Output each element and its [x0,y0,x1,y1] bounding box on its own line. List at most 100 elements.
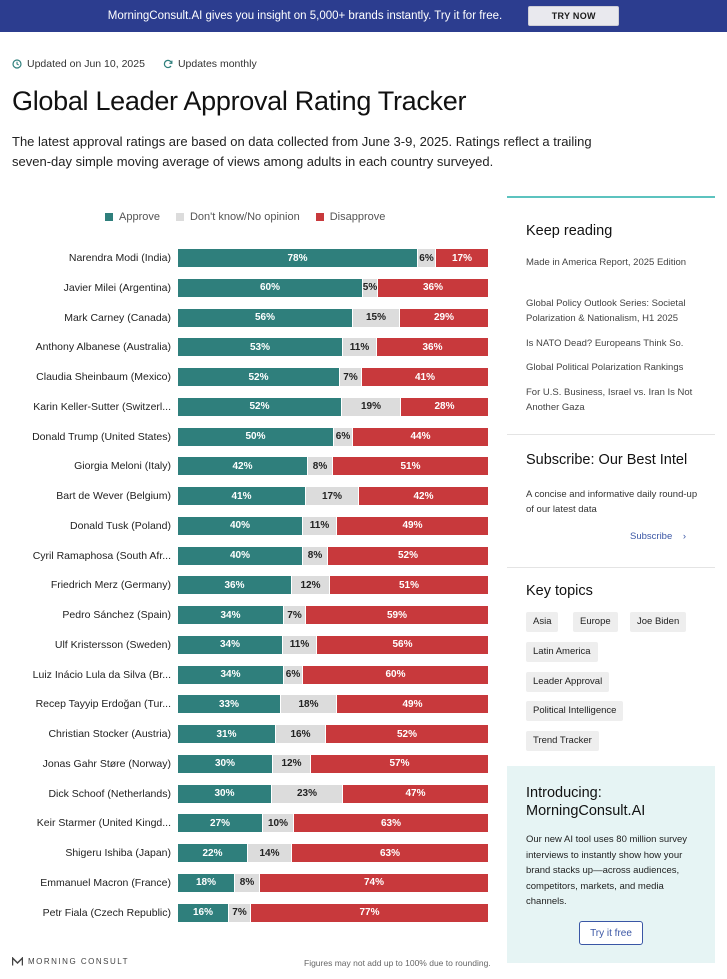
neutral-segment: 6% [417,249,435,267]
stacked-bar[interactable]: 53% 11% 36% [178,338,488,357]
chart-row: Pedro Sánchez (Spain) 34% 7% 59% [0,606,498,636]
chevron-right-icon: › [682,531,687,542]
keep-reading-link[interactable]: Global Policy Outlook Series: Societal P… [526,298,686,324]
morning-consult-logo[interactable]: MORNING CONSULT [12,957,129,966]
key-topics-title: Key topics [526,583,593,599]
chart-row: Karin Keller-Sutter (Switzerl... 52% 19% 28… [0,397,498,428]
leader-label: Ulf Kristersson (Sweden) [54,638,171,651]
stacked-bar[interactable]: 34% 7% 59% [178,606,488,624]
topic-tag[interactable]: Latin America [526,642,598,662]
disapprove-segment: 60% [302,665,488,684]
update-meta: Updated on Jun 10, 2025 Updates monthly [12,58,257,70]
stacked-bar[interactable]: 34% 11% 56% [178,635,488,654]
stacked-bar[interactable]: 56% 15% 29% [178,308,488,327]
logo-m-icon [12,957,23,966]
stacked-bar[interactable]: 30% 12% 57% [178,754,488,773]
update-frequency: Updates monthly [163,58,257,70]
subscribe-link[interactable]: Subscribe › [630,531,686,542]
legend-label-approve: Approve [119,211,160,223]
leader-label: Cyril Ramaphosa (South Afr... [32,549,171,562]
stacked-bar[interactable]: 18% 8% 74% [178,873,488,892]
refresh-icon [163,59,173,69]
promo-banner: MorningConsult.AI gives you insight on 5… [0,0,727,32]
keep-reading-link[interactable]: For U.S. Business, Israel vs. Iran Is No… [526,387,693,413]
stacked-bar[interactable]: 27% 10% 63% [178,814,488,833]
neutral-segment: 16% [275,725,325,743]
approve-segment: 30% [178,754,272,773]
neutral-segment: 8% [302,546,327,565]
stacked-bar[interactable]: 41% 17% 42% [178,487,488,505]
approve-segment: 40% [178,516,302,535]
neutral-segment: 12% [272,754,310,773]
topic-tag[interactable]: Political Intelligence [526,701,624,721]
keep-reading-title: Keep reading [526,223,613,239]
chart-row: Claudia Sheinbaum (Mexico) 52% 7% 41% [0,368,498,398]
stacked-bar[interactable]: 40% 8% 52% [178,546,488,565]
keep-reading-link[interactable]: Is NATO Dead? Europeans Think So. [526,338,684,349]
disapprove-segment: 36% [376,338,488,357]
try-it-free-button[interactable]: Try it free [579,921,643,945]
topic-tag[interactable]: Leader Approval [526,672,610,692]
neutral-segment: 6% [333,427,352,446]
chart-row: Anthony Albanese (Australia) 53% 11% 36% [0,338,498,368]
disapprove-segment: 49% [336,516,488,535]
disapprove-segment: 77% [250,903,488,922]
stacked-bar[interactable]: 78% 6% 17% [178,249,488,267]
stacked-bar[interactable]: 42% 8% 51% [178,457,488,476]
topic-tag[interactable]: Joe Biden [630,612,687,632]
neutral-segment: 15% [352,308,399,327]
chart-row: Bart de Wever (Belgium) 41% 17% 42% [0,487,498,517]
leader-label: Giorgia Meloni (Italy) [74,460,171,473]
keep-reading-link[interactable]: Made in America Report, 2025 Edition [526,257,687,268]
updated-date-text: Updated on Jun 10, 2025 [27,58,145,70]
topic-tag[interactable]: Europe [573,612,618,632]
chart-row: Mark Carney (Canada) 56% 15% 29% [0,308,498,339]
neutral-segment: 8% [307,457,332,476]
disapprove-segment: 29% [399,308,488,327]
approve-segment: 31% [178,725,275,743]
stacked-bar[interactable]: 40% 11% 49% [178,516,488,535]
stacked-bar[interactable]: 60% 5% 36% [178,278,488,297]
leader-label: Petr Fiala (Czech Republic) [42,906,171,919]
neutral-segment: 18% [280,695,336,714]
legend-approve: Approve [105,211,160,223]
topic-tag[interactable]: Trend Tracker [526,731,599,751]
neutral-segment: 7% [228,903,250,922]
disapprove-segment: 47% [342,784,488,803]
legend-label-neutral: Don't know/No opinion [189,211,300,223]
topic-tag[interactable]: Asia [526,612,559,632]
banner-text: MorningConsult.AI gives you insight on 5… [107,10,503,22]
key-topics-section: Key topics Asia Europe Joe Biden Latin A… [507,568,715,768]
subscribe-description: A concise and informative daily round-up… [526,489,698,515]
ai-promo-card: Introducing: MorningConsult.AI Our new A… [507,766,715,963]
chart-row: Keir Starmer (United Kingd... 27% 10% 63% [0,814,498,844]
stacked-bar[interactable]: 22% 14% 63% [178,844,488,862]
disapprove-segment: 56% [316,635,488,654]
approve-segment: 56% [178,308,352,327]
stacked-bar[interactable]: 30% 23% 47% [178,784,488,803]
stacked-bar[interactable]: 52% 19% 28% [178,397,488,416]
stacked-bar[interactable]: 33% 18% 49% [178,695,488,714]
try-now-button[interactable]: TRY NOW [528,6,620,26]
approve-segment: 33% [178,695,280,714]
history-icon [12,59,22,69]
stacked-bar[interactable]: 31% 16% 52% [178,725,488,743]
neutral-segment: 5% [362,278,377,297]
neutral-segment: 17% [305,487,358,505]
stacked-bar[interactable]: 52% 7% 41% [178,368,488,386]
approve-segment: 34% [178,635,282,654]
intro-paragraph: The latest approval ratings are based on… [12,134,592,169]
stacked-bar[interactable]: 34% 6% 60% [178,665,488,684]
keep-reading-link[interactable]: Global Political Polarization Rankings [526,362,684,373]
stacked-bar[interactable]: 36% 12% 51% [178,576,488,595]
approve-segment: 22% [178,844,247,862]
leader-label: Claudia Sheinbaum (Mexico) [36,371,171,383]
approve-segment: 52% [178,397,341,416]
approve-segment: 78% [178,249,417,267]
logo-text: MORNING CONSULT [28,957,130,966]
neutral-segment: 23% [271,784,342,803]
stacked-bar[interactable]: 16% 7% 77% [178,903,488,922]
disapprove-segment: 63% [291,844,488,862]
leader-label: Mark Carney (Canada) [64,311,171,324]
stacked-bar[interactable]: 50% 6% 44% [178,427,488,446]
